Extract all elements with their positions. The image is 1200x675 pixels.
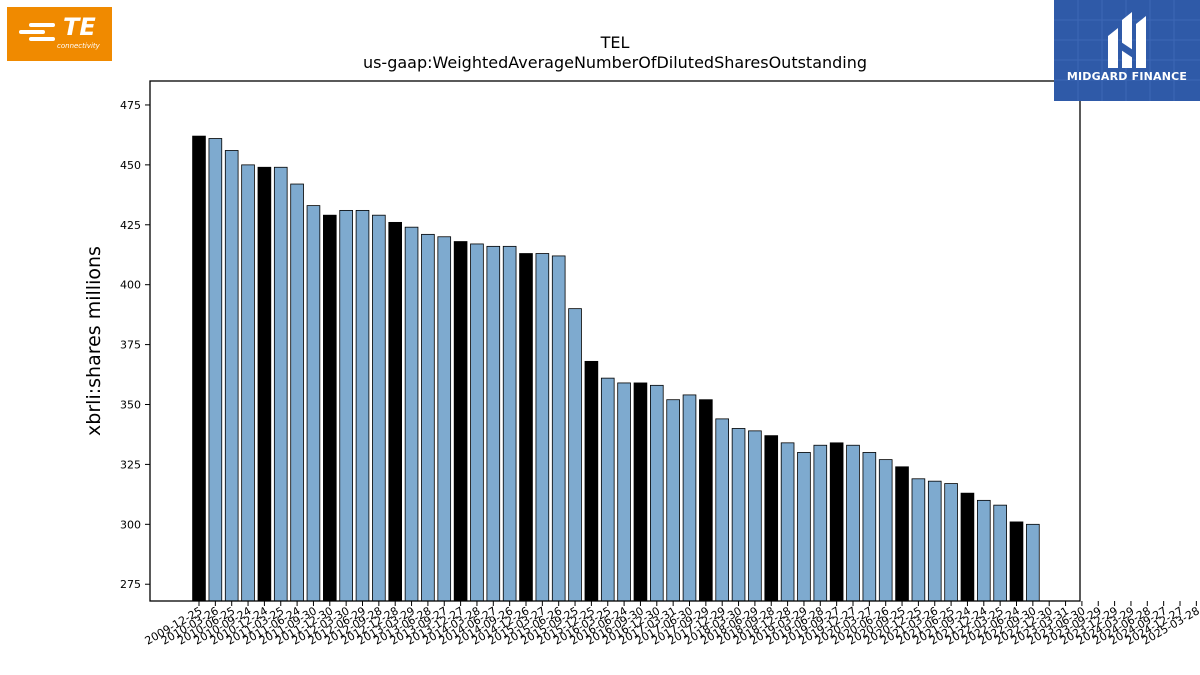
x-axis-ticks: 2009-12-252010-03-262010-06-252010-09-24… xyxy=(143,601,1200,648)
bar-2013-12-27 xyxy=(453,241,468,602)
bar-2017-03-31 xyxy=(666,399,680,602)
bar-2013-09-27 xyxy=(437,236,452,602)
bar-2015-12-25 xyxy=(584,360,599,602)
bar-2015-09-25 xyxy=(568,308,582,602)
y-tick-label: 425 xyxy=(120,219,141,232)
bar-2020-09-25 xyxy=(895,466,909,602)
te-logo-text: TE xyxy=(63,13,96,41)
te-logo-subtext: connectivity xyxy=(57,42,100,50)
y-axis-label: xbrli:shares millions xyxy=(83,246,105,436)
bar-2012-06-29 xyxy=(355,209,370,602)
te-connectivity-logo: TE connectivity xyxy=(7,7,112,61)
bar-2014-06-27 xyxy=(486,245,501,602)
bar-2021-12-24 xyxy=(977,499,991,602)
bar-2013-03-29 xyxy=(404,226,419,602)
midgard-finance-logo: MIDGARD FINANCE xyxy=(1054,0,1200,101)
y-tick-label: 350 xyxy=(120,399,141,412)
bar-2017-06-30 xyxy=(682,394,697,602)
bar-2020-12-25 xyxy=(911,478,926,602)
bar-2019-09-27 xyxy=(829,442,844,602)
bar-2019-12-27 xyxy=(846,444,860,602)
bar-2011-12-30 xyxy=(322,214,337,602)
bar-2022-03-25 xyxy=(993,504,1007,602)
midgard-logo-text: MIDGARD FINANCE xyxy=(1066,70,1188,83)
bar-2021-06-25 xyxy=(944,483,958,602)
bar-2019-03-29 xyxy=(797,452,811,602)
bar-2015-03-27 xyxy=(535,253,550,602)
bar-2014-03-28 xyxy=(470,243,484,602)
bar-2010-03-26 xyxy=(208,138,223,602)
bar-2021-09-24 xyxy=(960,492,975,602)
bar-2018-12-28 xyxy=(780,442,795,602)
bar-2022-09-30 xyxy=(1026,523,1040,602)
bar-2020-03-27 xyxy=(862,452,877,602)
bar-2011-03-25 xyxy=(273,166,288,602)
y-tick-label: 275 xyxy=(120,578,141,591)
y-tick-label: 450 xyxy=(120,159,141,172)
bar-2010-12-24 xyxy=(257,166,272,602)
bar-2017-09-29 xyxy=(699,399,713,602)
midgard-mark-icon xyxy=(1108,12,1146,68)
bar-2022-06-24 xyxy=(1009,521,1024,602)
bar-2014-12-26 xyxy=(519,253,533,602)
bar-2012-12-28 xyxy=(388,221,402,602)
bar-2017-12-29 xyxy=(715,418,729,602)
bar-2020-06-26 xyxy=(878,459,893,602)
bar-2016-06-24 xyxy=(617,382,631,602)
bar-2021-03-26 xyxy=(927,480,942,602)
bar-2019-06-28 xyxy=(813,444,828,602)
y-tick-label: 300 xyxy=(120,518,141,531)
bar-2016-09-30 xyxy=(633,382,648,602)
chart-subtitle: us-gaap:WeightedAverageNumberOfDilutedSh… xyxy=(363,53,867,72)
y-axis-ticks: 275 300 325 350 375 400 425 450 475 xyxy=(120,99,150,591)
y-tick-label: 400 xyxy=(120,279,141,292)
bar-2014-09-26 xyxy=(502,245,517,602)
bar-2016-12-30 xyxy=(650,384,664,602)
bar-2018-06-29 xyxy=(748,430,762,602)
bar-2011-09-30 xyxy=(306,205,321,602)
bar-2010-09-24 xyxy=(241,164,255,602)
bar-2009-12-25 xyxy=(192,135,206,602)
bars-group xyxy=(192,135,1040,602)
plot-frame xyxy=(149,80,1081,602)
bar-2018-09-28 xyxy=(764,435,779,602)
bar-2015-06-26 xyxy=(551,255,566,602)
bar-2010-06-25 xyxy=(224,150,239,602)
bar-2013-06-28 xyxy=(421,233,435,602)
bar-2016-03-25 xyxy=(600,377,615,602)
y-tick-label: 375 xyxy=(120,339,141,352)
bar-2012-09-28 xyxy=(372,214,386,602)
y-tick-label: 325 xyxy=(120,458,141,471)
bar-2012-03-30 xyxy=(339,209,353,602)
bar-2011-06-24 xyxy=(290,183,304,602)
bar-2018-03-30 xyxy=(731,428,746,602)
te-mark-icon xyxy=(19,23,55,41)
chart-title: TEL xyxy=(600,33,630,52)
y-tick-label: 475 xyxy=(120,99,141,112)
